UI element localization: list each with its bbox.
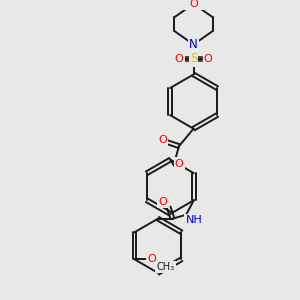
Text: O: O — [175, 54, 183, 64]
Text: O: O — [204, 54, 212, 64]
Text: CH₃: CH₃ — [156, 262, 175, 272]
Text: NH: NH — [185, 215, 202, 225]
Text: N: N — [189, 38, 198, 51]
Text: O: O — [148, 254, 156, 264]
Text: O: O — [158, 135, 167, 145]
Text: O: O — [189, 0, 198, 9]
Text: O: O — [175, 158, 183, 169]
Text: S: S — [190, 52, 197, 65]
Text: O: O — [158, 197, 167, 207]
